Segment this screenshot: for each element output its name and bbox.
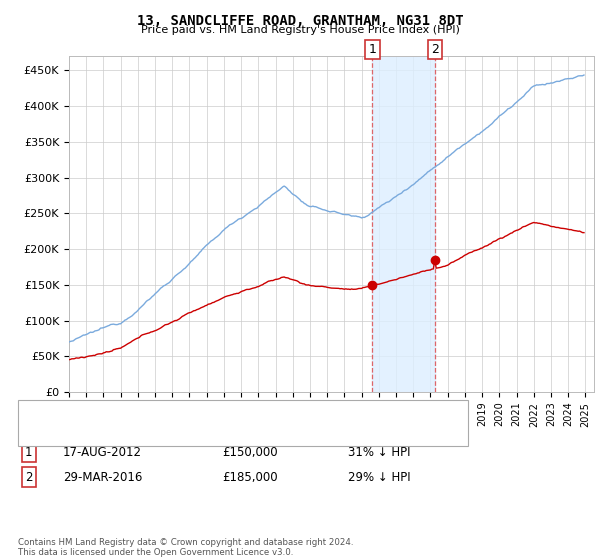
- Bar: [373, 56, 434, 392]
- Text: £185,000: £185,000: [222, 470, 278, 484]
- Text: 17-AUG-2012: 17-AUG-2012: [63, 446, 142, 459]
- Text: Contains HM Land Registry data © Crown copyright and database right 2024.
This d: Contains HM Land Registry data © Crown c…: [18, 538, 353, 557]
- Text: 13, SANDCLIFFE ROAD, GRANTHAM, NG31 8DT: 13, SANDCLIFFE ROAD, GRANTHAM, NG31 8DT: [137, 14, 463, 28]
- Text: 1: 1: [25, 446, 32, 459]
- Text: 31% ↓ HPI: 31% ↓ HPI: [348, 446, 410, 459]
- Text: HPI: Average price, detached house, South Kesteven: HPI: Average price, detached house, Sout…: [66, 428, 340, 438]
- Text: 1: 1: [368, 43, 376, 56]
- Text: 29% ↓ HPI: 29% ↓ HPI: [348, 470, 410, 484]
- Text: £150,000: £150,000: [222, 446, 278, 459]
- Text: 2: 2: [25, 470, 32, 484]
- Text: 29-MAR-2016: 29-MAR-2016: [63, 470, 142, 484]
- Text: Price paid vs. HM Land Registry's House Price Index (HPI): Price paid vs. HM Land Registry's House …: [140, 25, 460, 35]
- Text: 2: 2: [431, 43, 439, 56]
- Text: 13, SANDCLIFFE ROAD, GRANTHAM, NG31 8DT (detached house): 13, SANDCLIFFE ROAD, GRANTHAM, NG31 8DT …: [66, 407, 405, 417]
